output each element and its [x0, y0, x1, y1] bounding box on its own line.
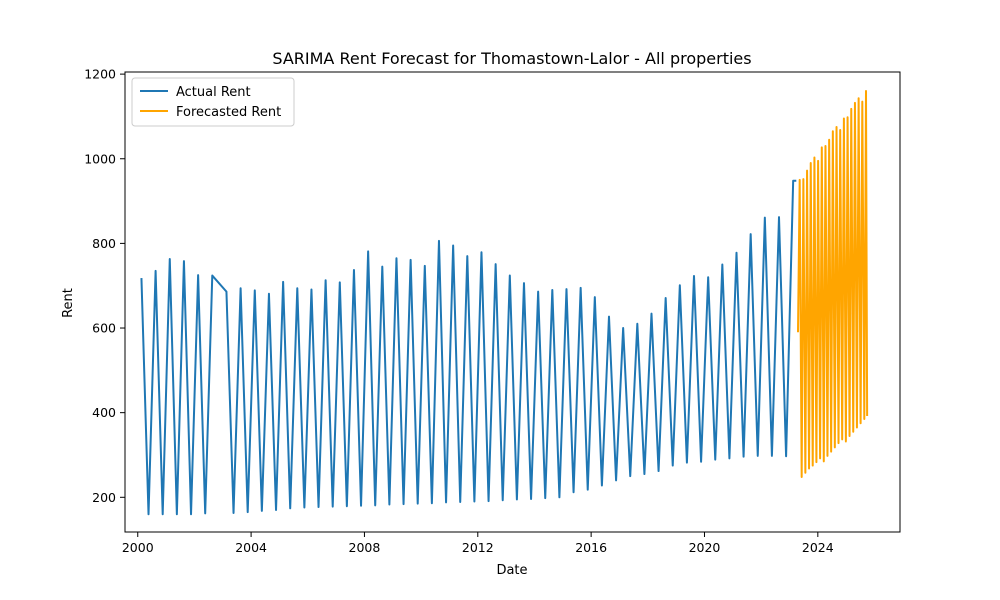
legend-label-forecasted-rent: Forecasted Rent: [176, 105, 281, 120]
x-tick-label: 2008: [349, 540, 381, 555]
series-layer: [140, 90, 869, 516]
x-tick-label: 2000: [122, 540, 154, 555]
series-line-forecasted-rent: [796, 90, 869, 478]
x-tick-label: 2012: [462, 540, 494, 555]
series-line-actual-rent: [140, 179, 797, 516]
legend-label-actual-rent: Actual Rent: [176, 85, 251, 100]
y-tick-label: 1000: [84, 151, 116, 166]
y-tick-label: 1200: [84, 67, 116, 82]
x-tick-label: 2004: [235, 540, 267, 555]
x-tick-label: 2020: [689, 540, 721, 555]
chart-title: SARIMA Rent Forecast for Thomastown-Lalo…: [272, 49, 751, 68]
x-axis-title: Date: [496, 563, 527, 578]
y-tick-label: 200: [92, 490, 116, 505]
y-axis: 200 400 600 800 1000 1200: [84, 67, 125, 505]
y-axis-title: Rent: [61, 288, 76, 318]
x-axis: 2000 2004 2008 2012 2016 2020 2024: [122, 532, 834, 555]
y-tick-label: 800: [92, 236, 116, 251]
plot-area-frame: [124, 71, 901, 533]
legend-frame: [131, 77, 295, 127]
legend: Actual Rent Forecasted Rent: [131, 77, 295, 127]
x-tick-label: 2024: [802, 540, 834, 555]
y-tick-label: 400: [92, 405, 116, 420]
y-tick-label: 600: [92, 321, 116, 336]
x-tick-label: 2016: [575, 540, 607, 555]
